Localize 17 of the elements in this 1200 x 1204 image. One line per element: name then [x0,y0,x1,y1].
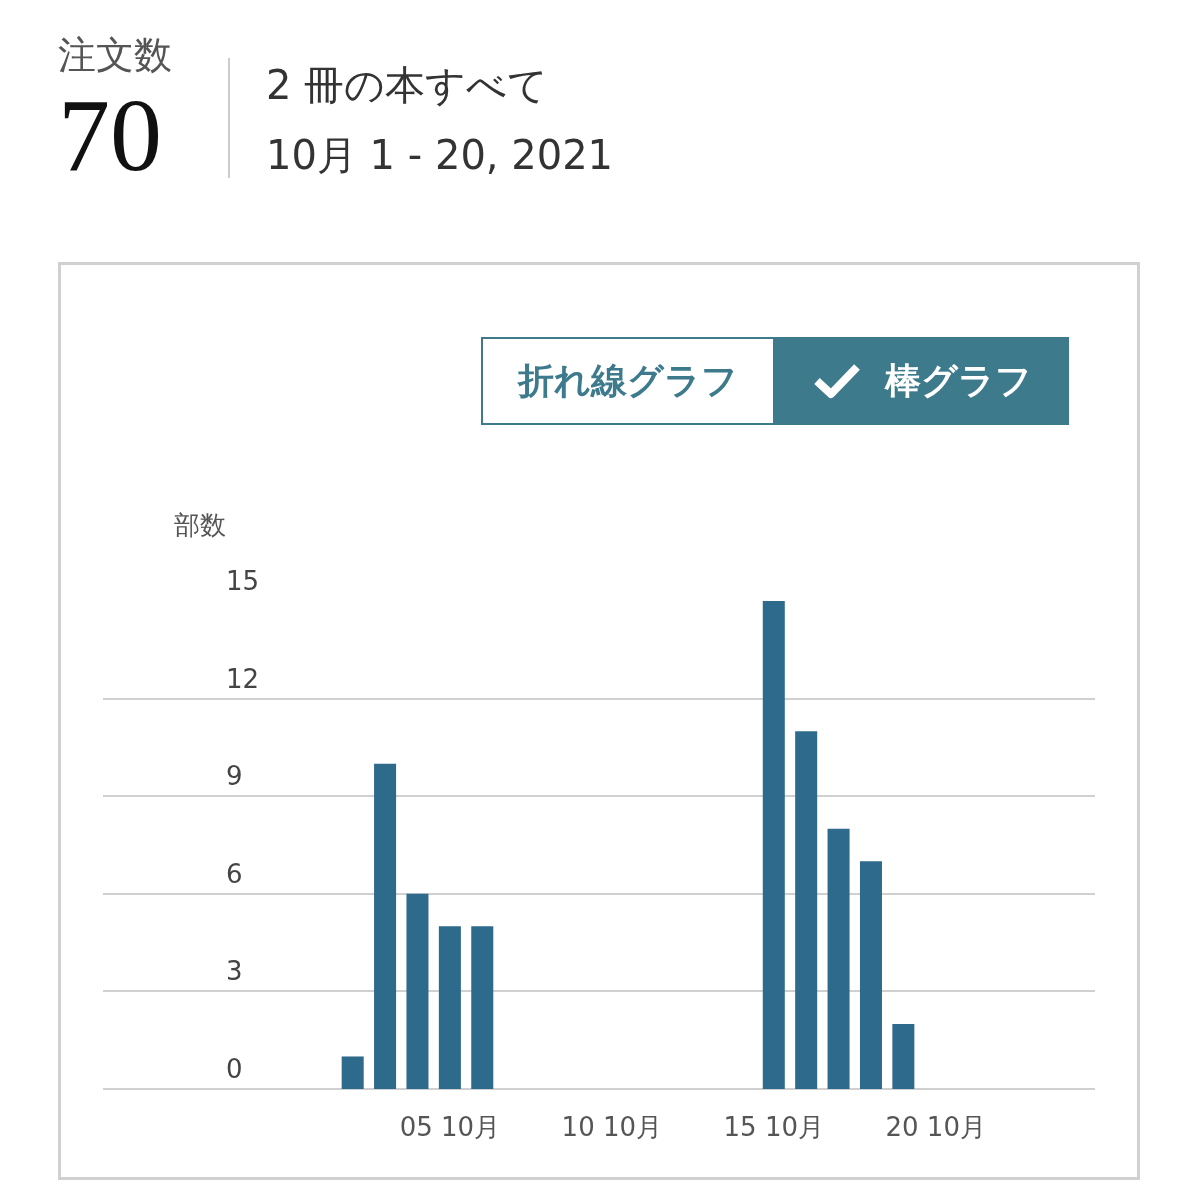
x-tick-label: 10 10月 [561,1112,663,1142]
text: 70 [58,77,162,192]
y-tick-label: 15 [226,565,260,596]
chart-subtitle: 10月 1 - 20, 2021 [266,131,614,180]
text: 部数 [174,510,226,540]
text: 棒グラフ [884,358,1032,403]
y-tick-label: 9 [226,761,243,792]
text: 注文数 [58,32,172,79]
x-tick-label: 20 10月 [885,1112,986,1142]
y-tick-label: 0 [226,1053,243,1084]
y-tick-label: 12 [226,663,260,694]
y-tick-label: 3 [226,956,243,987]
chart-title: 2 冊の本すべて [266,61,549,110]
x-tick-label: 05 10月 [399,1112,501,1142]
text: 折れ線グラフ [481,337,775,425]
y-tick-label: 6 [226,858,243,889]
x-tick-label: 15 10月 [723,1112,824,1142]
